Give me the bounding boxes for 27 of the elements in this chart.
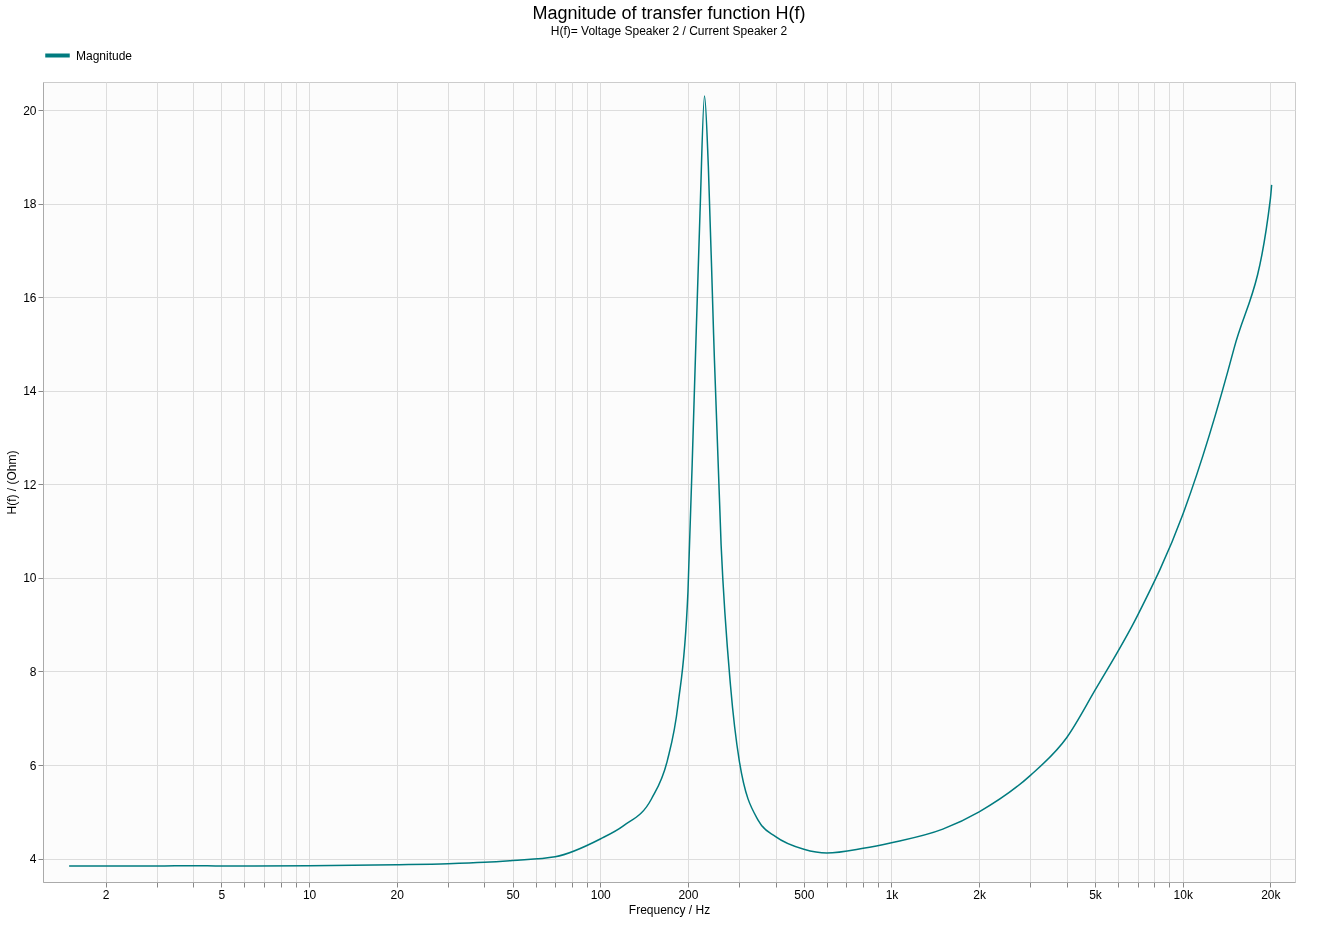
x-tick-label: 20 <box>390 887 405 902</box>
y-tick-label: 12 <box>23 477 37 492</box>
legend-label: Magnitude <box>76 48 133 63</box>
x-tick-label: 2k <box>973 887 987 902</box>
x-tick-label: 10k <box>1173 887 1194 902</box>
x-tick-label: 1k <box>885 887 900 902</box>
x-tick-label: 10 <box>302 887 317 902</box>
x-tick-label: 2 <box>102 887 110 902</box>
x-tick-label: 200 <box>678 887 699 902</box>
y-tick-label: 10 <box>23 571 37 586</box>
x-axis-title: Frequency / Hz <box>628 902 711 917</box>
y-tick-label: 16 <box>23 290 37 305</box>
x-tick-label: 5k <box>1089 887 1103 902</box>
x-tick-label: 20k <box>1261 887 1282 902</box>
chart-subtitle: H(f)= Voltage Speaker 2 / Current Speaker 2 <box>550 24 788 38</box>
y-tick-label: 18 <box>23 197 37 212</box>
y-tick-label: 6 <box>29 758 37 773</box>
y-tick-label: 20 <box>23 103 37 118</box>
chart-title: Magnitude of transfer function H(f) <box>532 3 806 23</box>
y-tick-label: 14 <box>23 384 37 399</box>
x-tick-label: 100 <box>590 887 612 902</box>
y-axis-title: H(f) / (Ohm) <box>5 450 20 515</box>
x-tick-label: 50 <box>506 887 521 902</box>
x-tick-label: 500 <box>794 887 815 902</box>
y-tick-label: 8 <box>29 664 37 679</box>
x-tick-label: 5 <box>218 887 226 902</box>
y-tick-label: 4 <box>29 852 37 867</box>
